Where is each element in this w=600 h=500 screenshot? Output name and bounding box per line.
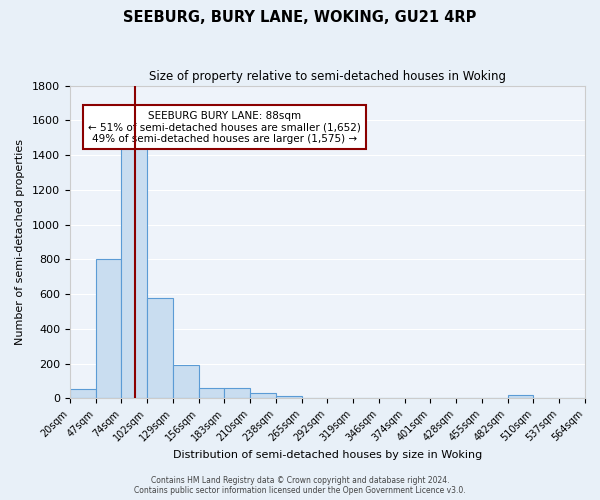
Bar — [224, 388, 250, 398]
Bar — [147, 298, 173, 398]
Text: Contains HM Land Registry data © Crown copyright and database right 2024.
Contai: Contains HM Land Registry data © Crown c… — [134, 476, 466, 495]
Bar — [250, 393, 276, 398]
Y-axis label: Number of semi-detached properties: Number of semi-detached properties — [15, 139, 25, 345]
Bar — [121, 140, 147, 398]
Bar — [173, 366, 199, 398]
Bar — [70, 389, 95, 398]
Text: SEEBURG, BURY LANE, WOKING, GU21 4RP: SEEBURG, BURY LANE, WOKING, GU21 4RP — [124, 10, 476, 25]
X-axis label: Distribution of semi-detached houses by size in Woking: Distribution of semi-detached houses by … — [173, 450, 482, 460]
Bar — [508, 395, 533, 398]
Bar — [199, 388, 224, 398]
Bar — [95, 260, 121, 398]
Text: SEEBURG BURY LANE: 88sqm
← 51% of semi-detached houses are smaller (1,652)
49% o: SEEBURG BURY LANE: 88sqm ← 51% of semi-d… — [88, 110, 361, 144]
Bar — [276, 396, 302, 398]
Title: Size of property relative to semi-detached houses in Woking: Size of property relative to semi-detach… — [149, 70, 506, 83]
